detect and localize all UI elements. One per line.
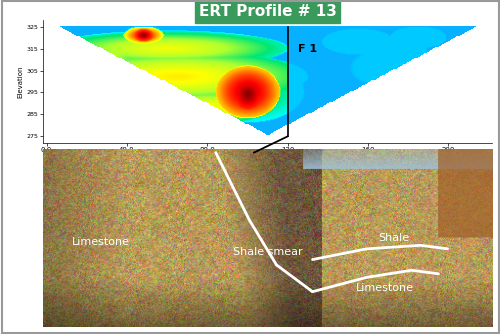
Title: ERT Profile # 13: ERT Profile # 13	[198, 4, 336, 19]
Y-axis label: Elevation: Elevation	[18, 65, 24, 98]
Text: Limestone: Limestone	[356, 283, 414, 293]
Text: Limestone: Limestone	[72, 237, 130, 247]
Text: Shale smear: Shale smear	[232, 247, 302, 258]
Text: F 1: F 1	[298, 43, 317, 53]
Text: Shale: Shale	[378, 233, 409, 243]
